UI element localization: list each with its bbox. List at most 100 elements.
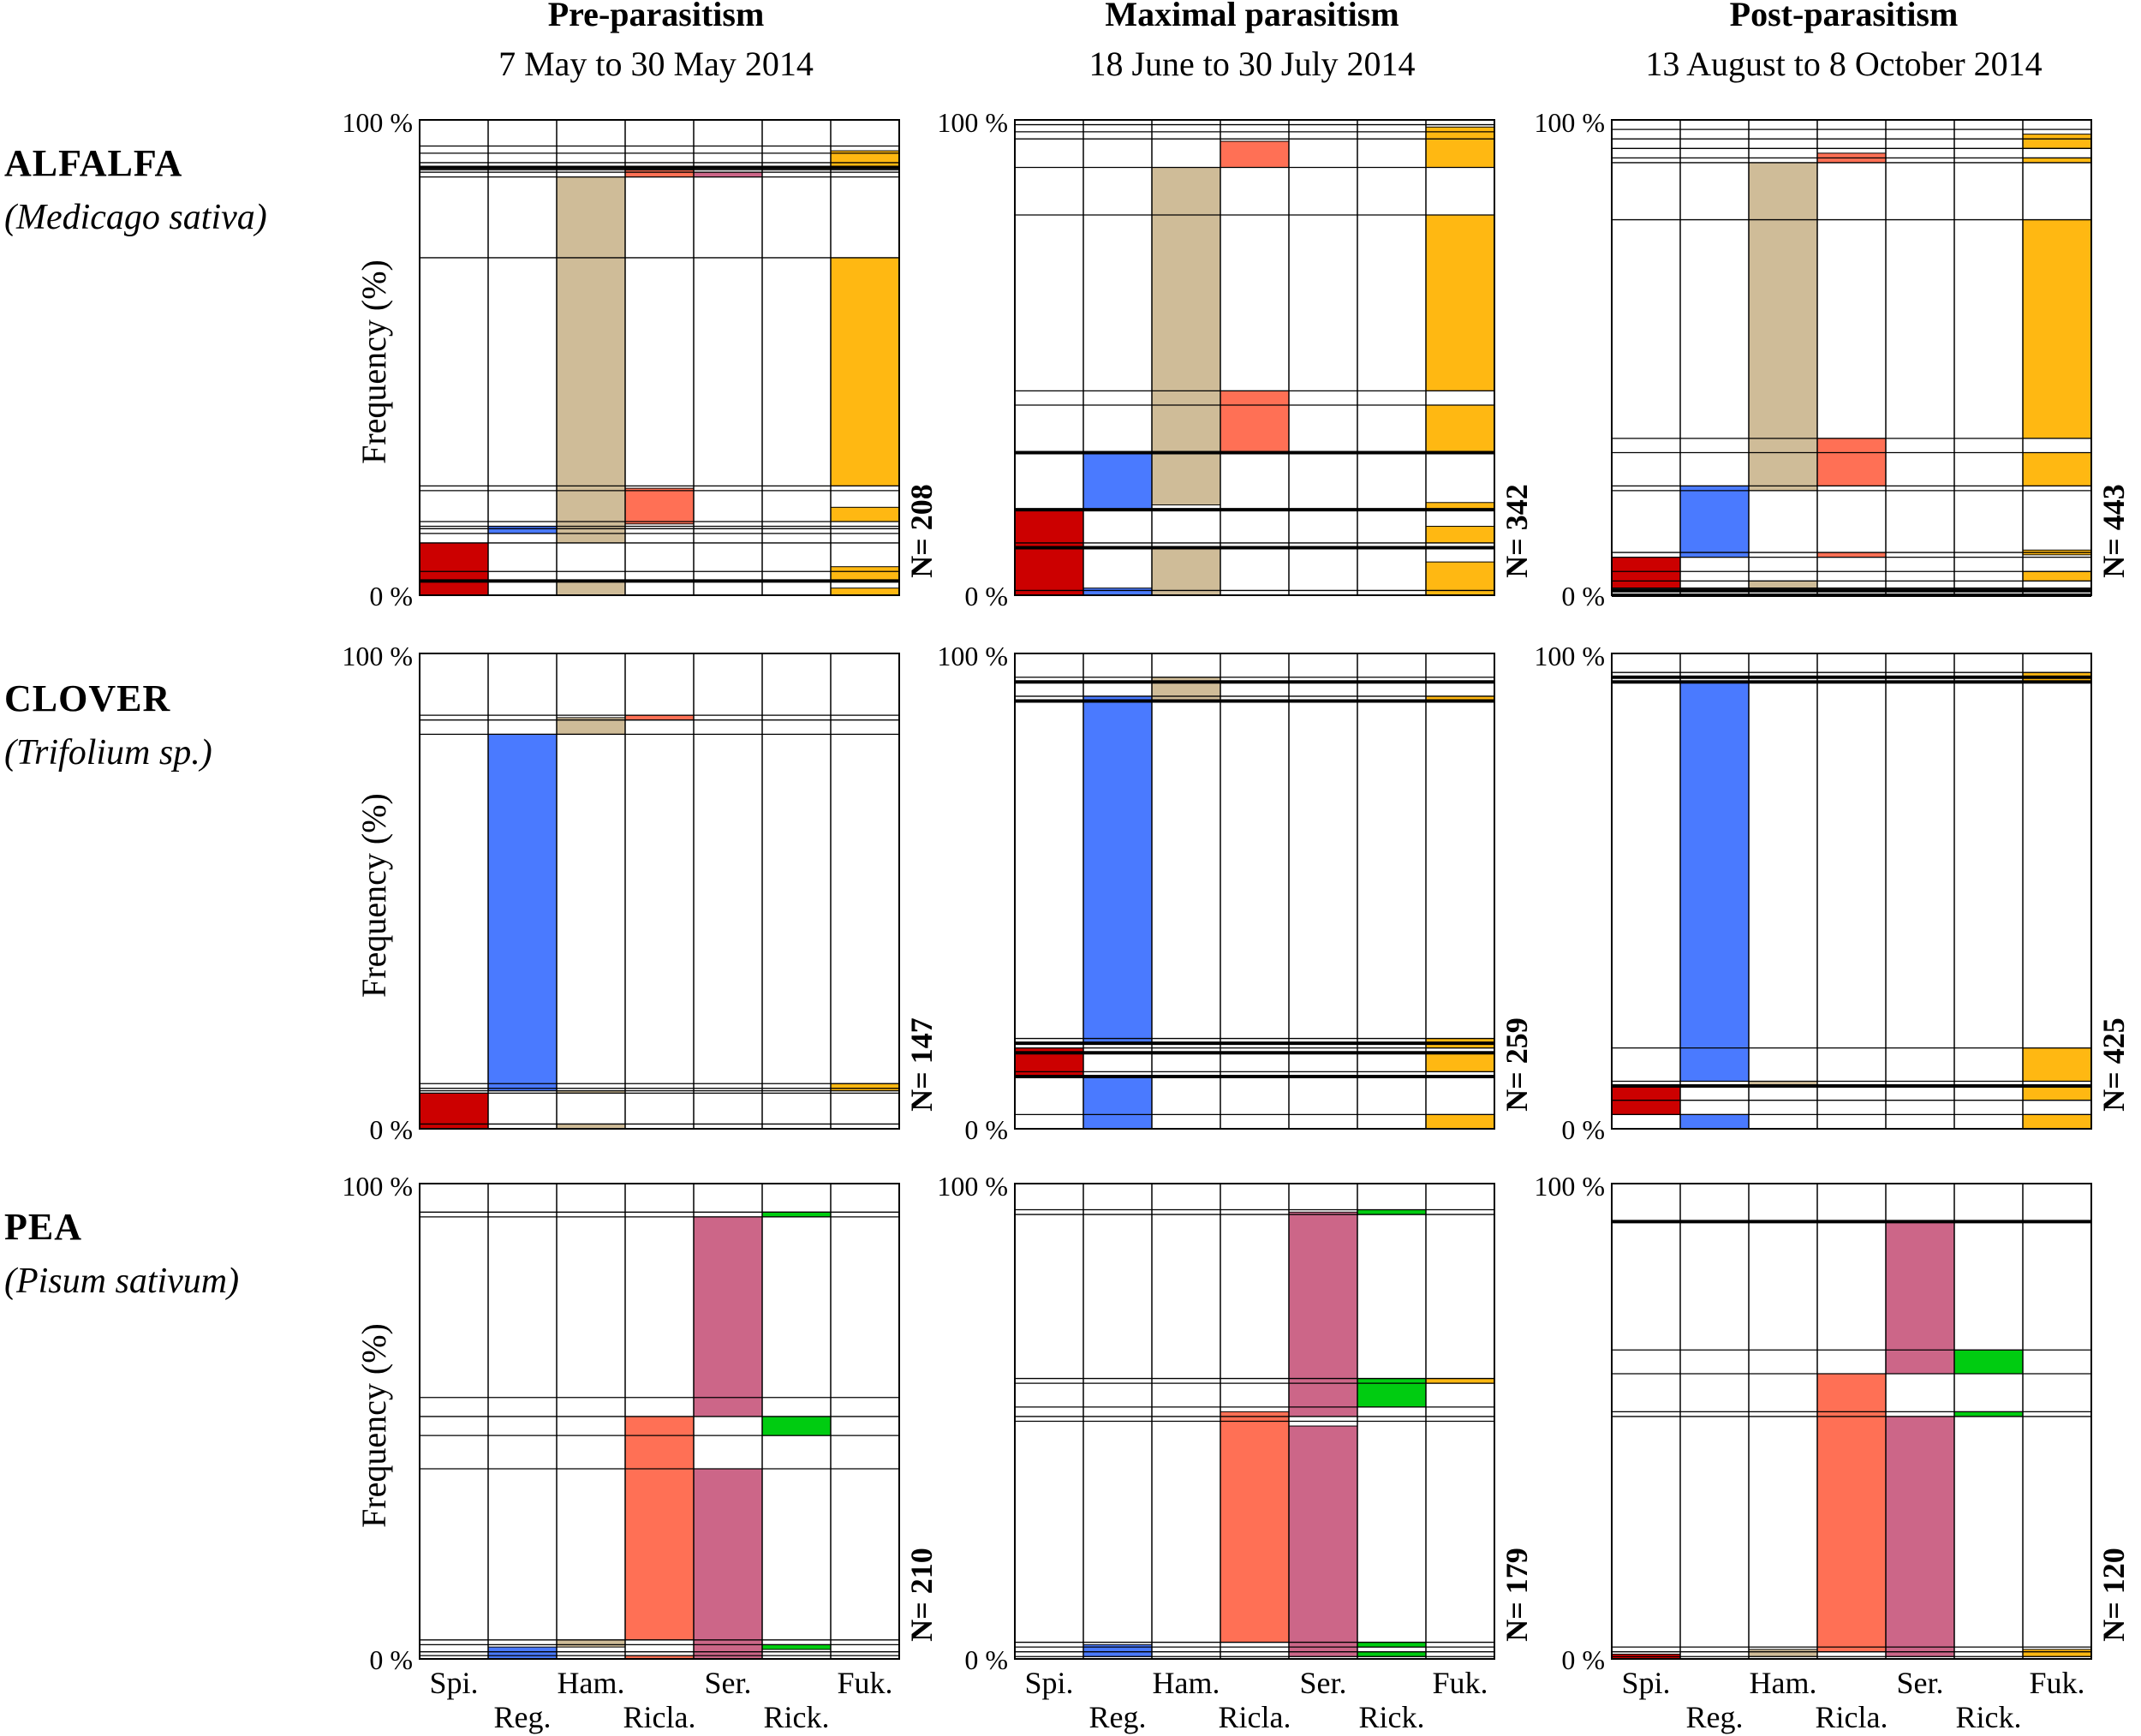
- mosaic-bar-spi: [1611, 557, 1681, 589]
- mosaic-bar-rick: [1357, 1651, 1427, 1657]
- panel-frame: [419, 1183, 900, 1660]
- category-label-ricla: Ricla.: [1219, 1700, 1291, 1734]
- period-title-pre: Pre-parasitism: [548, 0, 765, 33]
- mosaic-bar-ser: [693, 1216, 763, 1417]
- y-tick-bottom: 0 %: [369, 581, 413, 611]
- y-tick-bottom: 0 %: [1561, 581, 1605, 611]
- mosaic-bar-reg: [1679, 485, 1750, 558]
- panel-6: 100 %0 %Frequency (%)N= 210Spi.Reg.Ham.R…: [342, 1171, 939, 1734]
- sample-size-label: N= 120: [2096, 1548, 2131, 1642]
- mosaic-bar-ham: [1748, 1649, 1818, 1657]
- mosaic-bar-fuk: [1425, 214, 1495, 391]
- crop-name-pea: PEA: [4, 1206, 82, 1248]
- mosaic-bar-fuk: [830, 566, 900, 582]
- mosaic-bar-ser: [693, 1468, 763, 1660]
- sample-size-label: N= 208: [904, 484, 939, 578]
- category-label-reg: Reg.: [1089, 1700, 1147, 1734]
- mosaic-bar-ser: [1885, 1220, 1955, 1375]
- category-label-fuk: Fuk.: [2029, 1666, 2084, 1700]
- mosaic-bar-ricla: [624, 1416, 695, 1641]
- period-subtitle-max: 18 June to 30 July 2014: [1088, 45, 1415, 83]
- row-headers: ALFALFA (Medicago sativa) CLOVER (Trifol…: [4, 142, 267, 1301]
- mosaic-bar-fuk: [2022, 1047, 2092, 1083]
- mosaic-bar-ser: [1288, 1425, 1358, 1657]
- y-tick-bottom: 0 %: [369, 1644, 413, 1675]
- sample-size-label: N= 210: [904, 1548, 939, 1642]
- period-subtitle-pre: 7 May to 30 May 2014: [498, 45, 814, 83]
- panel-7: 100 % 0 % N= 179 Spi. Reg.Ham.Ricla.Ser. Rick…: [937, 1171, 1534, 1734]
- panel-3: 100 % 0 % Frequency (%) N= 147: [342, 641, 939, 1145]
- mosaic-bar-reg: [1082, 1644, 1153, 1657]
- mosaic-bar-fuk: [1425, 404, 1495, 453]
- mosaic-bar-ser: [1885, 1416, 1955, 1657]
- mosaic-bar-rick: [761, 1416, 832, 1436]
- mosaic-bar-fuk: [2022, 157, 2092, 164]
- period-subtitle-post: 13 August to 8 October 2014: [1645, 45, 2042, 83]
- category-label-ham: Ham.: [558, 1666, 625, 1700]
- y-tick-top: 100 %: [1534, 1171, 1605, 1202]
- mosaic-bar-spi: [419, 542, 489, 596]
- category-label-fuk: Fuk.: [1432, 1666, 1488, 1700]
- crop-latin-clover: (Trifolium sp.): [4, 733, 212, 773]
- category-label-spi: Spi.: [429, 1666, 478, 1700]
- mosaic-bar-reg: [487, 526, 558, 534]
- mosaic-bar-fuk: [830, 506, 900, 522]
- category-label-ricla: Ricla.: [1816, 1700, 1888, 1734]
- y-tick-top: 100 %: [937, 107, 1008, 138]
- mosaic-bar-reg: [487, 1646, 558, 1660]
- mosaic-bar-ham: [556, 176, 626, 544]
- panel-0: 100 % 0 % Frequency (%) N= 208: [342, 107, 939, 611]
- mosaic-bar-rick: [1953, 1349, 2024, 1375]
- category-label-ser: Ser.: [1896, 1666, 1943, 1700]
- sample-size-label: N= 179: [1500, 1548, 1534, 1642]
- mosaic-bar-reg: [1082, 588, 1153, 596]
- mosaic-bar-spi: [1014, 509, 1084, 596]
- mosaic-bar-fuk: [1425, 1378, 1495, 1384]
- y-tick-bottom: 0 %: [964, 1644, 1008, 1675]
- panel-4: 100 % 0 % N= 259: [937, 641, 1534, 1145]
- mosaic-bar-fuk: [2022, 452, 2092, 486]
- y-tick-bottom: 0 %: [1561, 1644, 1605, 1675]
- panel-2: 100 % 0 % N= 443: [1534, 107, 2131, 611]
- category-label-ham: Ham.: [1750, 1666, 1817, 1700]
- category-label-ser: Ser.: [704, 1666, 751, 1700]
- mosaic-bar-rick: [1953, 1411, 2024, 1417]
- panel-frame: [1611, 119, 2092, 596]
- crop-name-alfalfa: ALFALFA: [4, 142, 182, 184]
- panel-frame: [1611, 1183, 2092, 1660]
- mosaic-bar-ser: [1288, 1211, 1358, 1417]
- panel-background: [1015, 120, 1494, 595]
- mosaic-bar-reg: [1679, 681, 1750, 1082]
- mosaic-bar-rick: [761, 1211, 832, 1218]
- mosaic-panels: 100 % 0 % Frequency (%) N= 208 100 % 0 % N= 34…: [342, 107, 2131, 1734]
- mosaic-bar-fuk: [2022, 1085, 2092, 1101]
- category-label-fuk: Fuk.: [837, 1666, 892, 1700]
- mosaic-bar-ricla: [1816, 1373, 1887, 1653]
- y-tick-top: 100 %: [1534, 107, 1605, 138]
- mosaic-bar-ricla: [1220, 1411, 1290, 1644]
- category-label-ham: Ham.: [1153, 1666, 1220, 1700]
- panel-frame: [1014, 653, 1495, 1130]
- y-axis-label: Frequency (%): [355, 1323, 393, 1528]
- sample-size-label: N= 147: [904, 1017, 939, 1112]
- mosaic-bar-rick: [1357, 1209, 1427, 1215]
- mosaic-bar-ricla: [624, 169, 695, 178]
- period-title-post: Post-parasitism: [1730, 0, 1959, 33]
- category-label-rick: Rick.: [1956, 1700, 2022, 1734]
- mosaic-bar-fuk: [1425, 1113, 1495, 1130]
- sample-size-label: N= 342: [1500, 484, 1534, 578]
- mosaic-bar-reg: [1082, 1076, 1153, 1130]
- y-tick-top: 100 %: [1534, 641, 1605, 671]
- category-label-reg: Reg.: [494, 1700, 552, 1734]
- mosaic-bar-reg: [1082, 452, 1153, 510]
- mosaic-bar-fuk: [2022, 134, 2092, 149]
- category-label-ricla: Ricla.: [623, 1700, 696, 1734]
- mosaic-bar-ham: [556, 580, 626, 596]
- mosaic-bar-fuk: [1425, 526, 1495, 544]
- y-tick-bottom: 0 %: [1561, 1114, 1605, 1145]
- category-label-reg: Reg.: [1686, 1700, 1744, 1734]
- y-axis-label: Frequency (%): [355, 260, 393, 464]
- mosaic-bar-ricla: [1220, 140, 1290, 169]
- mosaic-bar-fuk: [2022, 219, 2092, 439]
- mosaic-bar-ricla: [624, 714, 695, 721]
